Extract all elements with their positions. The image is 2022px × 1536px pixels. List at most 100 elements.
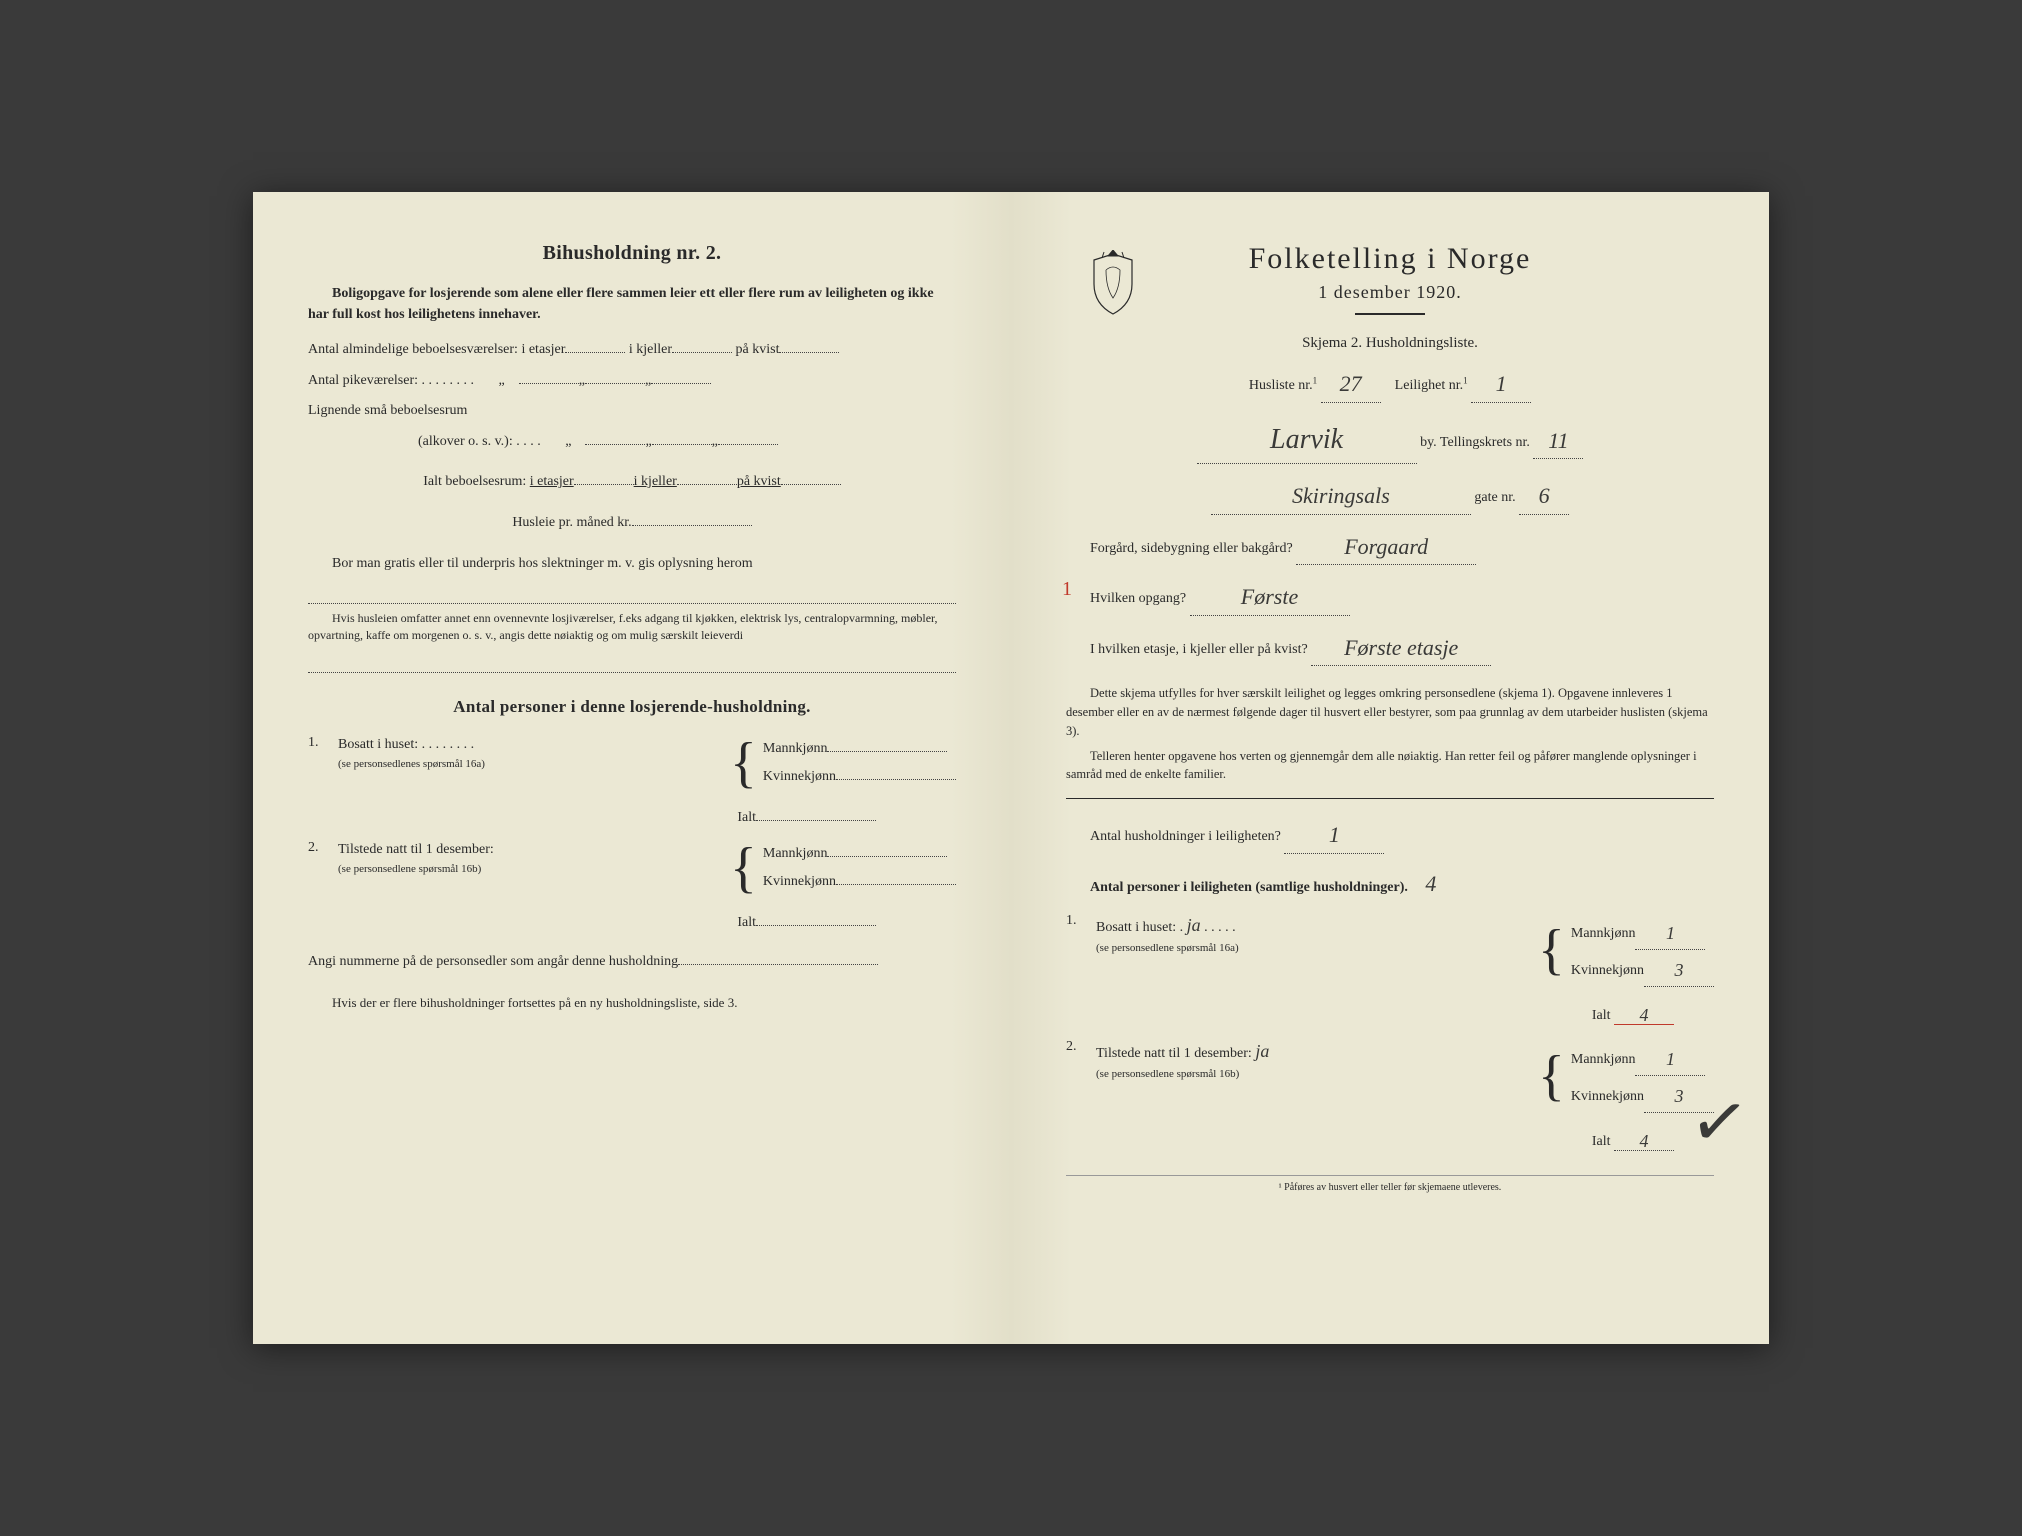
husliste-val: 27: [1340, 371, 1362, 396]
title-rule: [1355, 313, 1425, 315]
ialt-kvist: på kvist: [737, 474, 781, 489]
right-item-2: 2. Tilstede natt til 1 desember: ja (se …: [1066, 1039, 1714, 1113]
mann2: Mannkjønn: [763, 846, 828, 861]
gatenr-val: 6: [1539, 483, 1550, 508]
pa-kvist: på kvist: [736, 342, 780, 357]
item2-sub: (se personsedlene spørsmål 16b): [338, 863, 481, 875]
ialt2: Ialt: [308, 912, 956, 931]
r-num1: 1.: [1066, 913, 1084, 929]
gate-line: Skiringsals gate nr. 6: [1066, 474, 1714, 515]
opgang-line: 1 Hvilken opgang? Første: [1090, 575, 1714, 616]
forgard-val: Forgaard: [1344, 534, 1428, 559]
by-val: Larvik: [1270, 424, 1343, 455]
r-ialt1: Ialt 4: [1066, 1003, 1714, 1025]
lignende2-label: (alkover o. s. v.): . . . .: [418, 434, 541, 449]
kvinne2: Kvinnekjønn: [763, 874, 836, 889]
brace-icon-2: {: [730, 843, 757, 893]
date-line: 1 desember 1920.: [1066, 282, 1714, 303]
ialt-label: Ialt beboelsesrum:: [423, 474, 526, 489]
etasje-val: Første etasje: [1344, 635, 1458, 660]
leilighet-label: Leilighet nr.: [1395, 378, 1463, 393]
bosatt-hw: ja: [1187, 915, 1201, 935]
ialt-etasjer: i etasjer: [530, 474, 574, 489]
r-kvinne1: Kvinnekjønn: [1571, 963, 1644, 978]
angi-text: Angi nummerne på de personsedler som ang…: [308, 954, 678, 969]
brace-icon: {: [730, 738, 757, 788]
husliste-line: Husliste nr.1 27 Leilighet nr.1 1: [1066, 362, 1714, 403]
etasje-label: I hvilken etasje, i kjeller eller på kvi…: [1090, 642, 1308, 657]
r-brace-2: {: [1538, 1051, 1565, 1101]
i2-val: 4: [1640, 1131, 1649, 1151]
r-mann2: Mannkjønn: [1571, 1052, 1636, 1067]
gate-label: gate nr.: [1474, 490, 1515, 505]
antal-hush-line: Antal husholdninger i leiligheten? 1: [1090, 813, 1714, 854]
right-item-1: 1. Bosatt i huset: . ja . . . . . (se pe…: [1066, 913, 1714, 987]
header-block: Folketelling i Norge 1 desember 1920.: [1066, 242, 1714, 315]
husliste-label: Husliste nr.: [1249, 378, 1313, 393]
rooms-label: Antal almindelige beboelsesværelser:: [308, 342, 518, 357]
ialt-beboelsesrum: Ialt beboelsesrum: i etasjer i kjeller på …: [308, 469, 956, 496]
ialt-kjeller: i kjeller: [634, 474, 677, 489]
gratis-text: Bor man gratis eller til underpris hos s…: [332, 556, 753, 571]
krets-val: 11: [1548, 428, 1568, 453]
skjema-line: Skjema 2. Husholdningsliste.: [1066, 335, 1714, 352]
m1-val: 1: [1666, 923, 1675, 943]
ialt1-label: Ialt: [737, 810, 756, 825]
tilstede-hw: ja: [1255, 1041, 1269, 1061]
opgang-label: Hvilken opgang?: [1090, 591, 1186, 606]
left-page: Bihusholdning nr. 2. Boligopgave for los…: [253, 192, 1011, 1344]
r-kvinne2: Kvinnekjønn: [1571, 1089, 1644, 1104]
item1-label: Bosatt i huset: . . . . . . . .: [338, 737, 474, 752]
bosatt-label: Bosatt i huset: .: [1096, 920, 1183, 935]
ialt1: Ialt: [308, 807, 956, 826]
num1: 1.: [308, 735, 326, 751]
forgard-label: Forgård, sidebygning eller bakgård?: [1090, 541, 1293, 556]
boligopgave-intro: Boligopgave for losjerende som alene ell…: [308, 283, 956, 325]
red-mark-1: 1: [1062, 571, 1072, 607]
gratis-blank: [308, 581, 956, 603]
antal-pers-line: Antal personer i leiligheten (samtlige h…: [1090, 864, 1714, 904]
by-label: by. Tellingskrets nr.: [1420, 435, 1530, 450]
crest-icon: [1086, 250, 1140, 318]
angi-line: Angi nummerne på de personsedler som ang…: [308, 949, 956, 976]
gratis-line: Bor man gratis eller til underpris hos s…: [332, 551, 956, 578]
husleie-line: Husleie pr. måned kr.: [308, 510, 956, 537]
r-mann1: Mannkjønn: [1571, 926, 1636, 941]
r-ialt2: Ialt 4: [1066, 1129, 1714, 1151]
pike-line: Antal pikeværelser: . . . . . . . . „ „„: [308, 368, 956, 395]
main-title: Folketelling i Norge: [1066, 242, 1714, 276]
r-num2: 2.: [1066, 1039, 1084, 1055]
r-ialt1-label: Ialt: [1592, 1008, 1611, 1023]
num2: 2.: [308, 840, 326, 856]
sup1: 1: [1313, 375, 1318, 385]
right-footnote: ¹ Påføres av husvert eller teller før sk…: [1066, 1175, 1714, 1193]
ialt2-label: Ialt: [737, 915, 756, 930]
pike-label: Antal pikeværelser: . . . . . . . .: [308, 373, 474, 388]
i-kjeller: i kjeller: [629, 342, 672, 357]
antal-hush-label: Antal husholdninger i leiligheten?: [1090, 829, 1281, 844]
leilighet-val: 1: [1496, 371, 1507, 396]
etasje-line: I hvilken etasje, i kjeller eller på kvi…: [1090, 626, 1714, 667]
r-ialt2-label: Ialt: [1592, 1134, 1611, 1149]
antal-hush-val: 1: [1329, 822, 1340, 847]
tilstede-label: Tilstede natt til 1 desember:: [1096, 1046, 1252, 1061]
item2-label: Tilstede natt til 1 desember:: [338, 842, 494, 857]
k2-val: 3: [1675, 1086, 1684, 1106]
tilstede-sub: (se personsedlene spørsmål 16b): [1096, 1068, 1239, 1080]
left-title: Bihusholdning nr. 2.: [308, 242, 956, 265]
instructions-1: Dette skjema utfylles for hver særskilt …: [1066, 684, 1714, 740]
item1-sub: (se personsedlenes spørsmål 16a): [338, 758, 485, 770]
right-page: Folketelling i Norge 1 desember 1920. Sk…: [1011, 192, 1769, 1344]
husleie-note: Hvis husleien omfatter annet enn ovennev…: [308, 610, 956, 645]
m2-val: 1: [1666, 1049, 1675, 1069]
sup1b: 1: [1463, 375, 1468, 385]
antal-pers-val: 4: [1425, 871, 1436, 896]
instructions-2: Telleren henter opgavene hos verten og g…: [1066, 747, 1714, 785]
antal-personer-title: Antal personer i denne losjerende-hushol…: [308, 697, 956, 717]
left-item-2: 2. Tilstede natt til 1 desember: (se per…: [308, 840, 956, 896]
kvinne1: Kvinnekjønn: [763, 769, 836, 784]
left-item-1: 1. Bosatt i huset: . . . . . . . . (se p…: [308, 735, 956, 791]
check-mark: ✓: [1685, 1077, 1755, 1167]
lignende-line1: Lignende små beboelsesrum: [308, 398, 956, 425]
rooms-line: Antal almindelige beboelsesværelser: i e…: [308, 337, 956, 364]
